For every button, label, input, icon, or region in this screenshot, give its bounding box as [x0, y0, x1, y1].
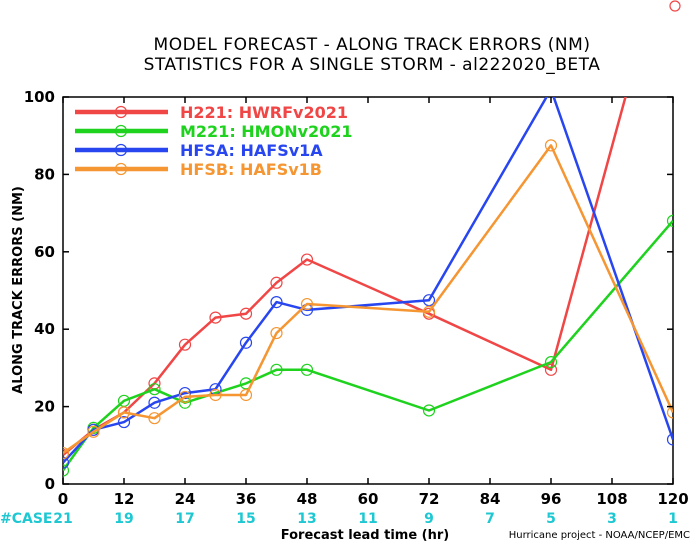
y-tick-label: 40 [34, 320, 55, 338]
data-point [270, 363, 283, 376]
series-line [63, 97, 673, 464]
legend-marker [114, 124, 128, 138]
data-point [148, 396, 161, 409]
data-point [178, 386, 192, 400]
series-group [63, 139, 673, 460]
x-tick-label: 24 [175, 490, 196, 508]
data-point [63, 464, 70, 477]
case-count: 3 [607, 511, 617, 527]
y-tick-label: 80 [34, 165, 55, 183]
y-tick-label: 20 [34, 398, 55, 416]
x-tick-label: 120 [657, 490, 688, 508]
data-point [546, 84, 557, 95]
data-point [87, 425, 100, 438]
data-point [117, 415, 131, 429]
data-point [270, 276, 283, 289]
data-point [544, 355, 558, 369]
data-point [300, 363, 314, 376]
data-point [300, 297, 314, 311]
data-point [117, 394, 131, 407]
series-line [63, 144, 673, 455]
data-point [544, 363, 558, 376]
x-tick-label: 48 [297, 490, 318, 508]
case-count: 5 [546, 511, 556, 527]
data-point [666, 214, 673, 227]
data-point [209, 388, 222, 402]
y-axis-label: ALONG TRACK ERRORS (NM) [11, 186, 26, 394]
plot-area [62, 96, 674, 485]
credit-text: Hurricane project - NOAA/NCEP/EMC [509, 530, 690, 541]
data-point [422, 404, 436, 417]
data-point [148, 412, 161, 425]
x-tick-label: 72 [419, 490, 440, 508]
corner-marker-icon [669, 0, 681, 12]
case-count: 9 [424, 511, 434, 527]
case-count: 13 [297, 511, 316, 527]
data-point [239, 336, 253, 349]
legend-label: M221: HMONv2021 [180, 122, 353, 141]
x-tick-label: 0 [58, 490, 68, 508]
x-tick-label: 84 [480, 490, 501, 508]
data-point [270, 326, 283, 340]
x-tick-label: 96 [541, 490, 562, 508]
data-point [422, 294, 436, 307]
data-point [422, 305, 436, 318]
data-point [63, 456, 70, 469]
case-count: 15 [236, 511, 255, 527]
x-tick-label: 12 [114, 490, 135, 508]
legend-marker [114, 143, 128, 157]
data-point [300, 253, 314, 266]
data-point [239, 388, 253, 402]
data-point [117, 406, 131, 419]
x-tick-label: 108 [596, 490, 627, 508]
series-line [63, 219, 673, 472]
case-count: 21 [53, 511, 72, 527]
data-point [666, 433, 673, 446]
data-point [544, 139, 558, 152]
y-tick-label: 100 [24, 88, 55, 106]
case-label: #CASE [0, 511, 53, 527]
data-point [270, 296, 283, 309]
x-tick-label: 36 [236, 490, 257, 508]
case-count: 1 [668, 511, 678, 527]
legend-label: HFSB: HAFSv1B [180, 160, 322, 179]
x-axis-label: Forecast lead time (hr) [281, 528, 449, 542]
series-group [63, 84, 673, 469]
case-count: 19 [114, 511, 133, 527]
data-point [63, 446, 70, 460]
legend-label: HFSA: HAFSv1A [180, 141, 323, 160]
legend-label: H221: HWRFv2021 [180, 103, 348, 122]
case-count: 7 [485, 511, 495, 527]
axis-ticks: 0 12 24 36 48 60 72 84 96 108 120 0 20 40 60 80 100 [24, 88, 689, 508]
chart-subtitle: STATISTICS FOR A SINGLE STORM - al222020… [144, 55, 601, 75]
data-point [666, 406, 673, 419]
y-tick-label: 0 [45, 475, 55, 493]
x-tick-label: 60 [358, 490, 379, 508]
data-point [209, 311, 222, 324]
data-point [148, 383, 161, 396]
series-lines [63, 84, 673, 477]
data-point [178, 390, 192, 404]
case-counts: 21 19 17 15 13 11 9 7 5 3 1 [53, 511, 678, 527]
y-tick-label: 60 [34, 243, 55, 261]
chart-title: MODEL FORECAST - ALONG TRACK ERRORS (NM) [154, 35, 591, 55]
plot-frame [62, 96, 674, 485]
legend-marker [114, 105, 128, 119]
case-count: 17 [175, 511, 194, 527]
legend-marker [114, 162, 128, 176]
data-point [178, 338, 192, 351]
data-point [239, 307, 253, 320]
series-group [63, 214, 673, 477]
case-count: 11 [358, 511, 377, 527]
